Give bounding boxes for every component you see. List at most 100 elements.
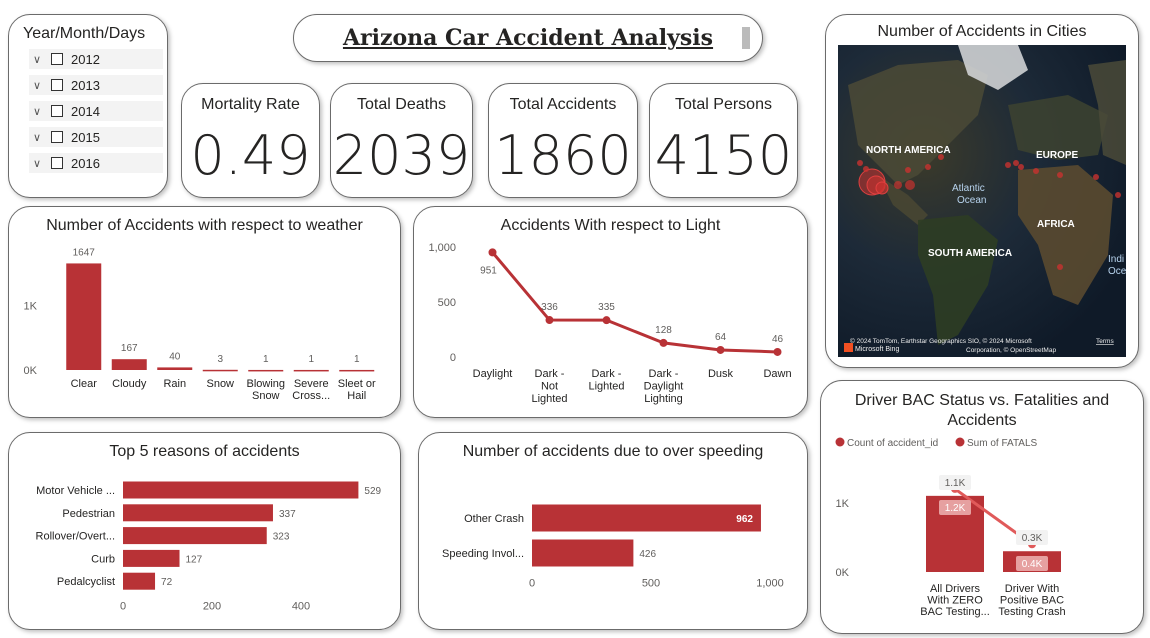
x-tick-label: Cloudy xyxy=(112,378,147,390)
map-label: Atlantic xyxy=(952,183,985,194)
bar[interactable] xyxy=(123,549,180,567)
land-africa xyxy=(1018,165,1113,305)
x-tick-label: Positive BAC xyxy=(1000,595,1064,607)
chevron-down-icon[interactable]: ∨ xyxy=(32,53,42,66)
y-tick-label: 500 xyxy=(438,297,456,309)
legend-marker[interactable] xyxy=(955,437,965,447)
line-point[interactable] xyxy=(602,316,611,325)
data-label: 167 xyxy=(121,343,138,354)
chevron-down-icon[interactable]: ∨ xyxy=(32,157,42,170)
map-bubble[interactable] xyxy=(905,180,915,190)
data-label-bg[interactable] xyxy=(1016,556,1048,571)
land-europe xyxy=(1008,95,1108,160)
data-label: 337 xyxy=(279,509,296,520)
map-bubble[interactable] xyxy=(875,181,889,195)
y-tick-label: Curb xyxy=(91,553,115,565)
bar[interactable] xyxy=(293,369,329,372)
map-bubble[interactable] xyxy=(1093,174,1099,180)
checkbox[interactable] xyxy=(51,131,63,143)
bar[interactable] xyxy=(202,369,238,372)
bar[interactable] xyxy=(157,367,193,370)
reasons-chart-card: Top 5 reasons of accidents Motor Vehicle… xyxy=(8,432,401,630)
line-point[interactable] xyxy=(773,347,782,356)
x-tick-label: 500 xyxy=(642,578,660,590)
bar[interactable] xyxy=(123,504,273,522)
bac-title-line: Driver BAC Status vs. Fatalities and xyxy=(854,392,1110,409)
map-terms-link[interactable]: Terms xyxy=(1096,338,1114,345)
data-label-bg[interactable] xyxy=(939,500,971,515)
chevron-down-icon[interactable]: ∨ xyxy=(32,79,42,92)
bar[interactable] xyxy=(532,504,761,532)
bar[interactable] xyxy=(123,527,267,545)
slicer-title: Year/Month/Days xyxy=(23,25,146,42)
map-label: EUROPE xyxy=(1036,150,1079,161)
data-label: 1 xyxy=(263,354,269,365)
kpi-total-deaths: Total Deaths 2039 xyxy=(330,83,473,198)
x-tick-label: Driver With xyxy=(1005,583,1059,595)
map-bubble[interactable] xyxy=(1013,160,1019,166)
data-label: 336 xyxy=(541,302,558,313)
slicer-item-label: 2013 xyxy=(71,77,100,93)
speeding-chart-title: Number of accidents due to over speeding xyxy=(462,443,764,460)
bar[interactable] xyxy=(111,359,147,370)
data-label: 529 xyxy=(364,486,381,497)
data-label: 46 xyxy=(772,334,784,345)
data-label-bg[interactable] xyxy=(1016,530,1048,545)
x-tick-label: Severe xyxy=(294,378,329,390)
slicer-item-2014[interactable]: ∨ 2014 xyxy=(29,101,163,121)
x-tick-label: 0 xyxy=(120,601,126,613)
slicer-item-2012[interactable]: ∨ 2012 xyxy=(29,49,163,69)
land-greenland xyxy=(958,45,1028,90)
legend-marker[interactable] xyxy=(835,437,845,447)
y-tick-label: Rollover/Overt... xyxy=(36,531,115,543)
map-bubble[interactable] xyxy=(863,166,869,172)
bac-combo-chart: Count of accident_id Sum of FATALS 0K 1K 1.1… xyxy=(835,437,1066,618)
slicer-item-2016[interactable]: ∨ 2016 xyxy=(29,153,163,173)
line-point[interactable] xyxy=(488,248,497,257)
slicer-item-2013[interactable]: ∨ 2013 xyxy=(29,75,163,95)
data-label: 0.3K xyxy=(1022,533,1043,544)
checkbox[interactable] xyxy=(51,157,63,169)
kpi-label: Total Persons xyxy=(675,96,772,113)
map-bubble[interactable] xyxy=(1115,192,1121,198)
x-tick-label: Daylight xyxy=(473,368,513,380)
bar[interactable] xyxy=(66,263,102,370)
line-point[interactable] xyxy=(659,338,668,347)
scrollbar[interactable] xyxy=(742,27,750,49)
map-bubble[interactable] xyxy=(1005,162,1011,168)
chevron-down-icon[interactable]: ∨ xyxy=(32,105,42,118)
checkbox[interactable] xyxy=(51,79,63,91)
map-bubble[interactable] xyxy=(938,154,944,160)
slicer-item-2015[interactable]: ∨ 2015 xyxy=(29,127,163,147)
bar[interactable] xyxy=(123,481,359,499)
x-tick-label: Dark - xyxy=(592,368,622,380)
x-tick-label: Lighted xyxy=(531,393,567,405)
y-tick-label: 1K xyxy=(836,498,850,510)
land-north-america xyxy=(848,60,988,185)
bar[interactable] xyxy=(532,539,634,567)
x-tick-label: All Drivers xyxy=(930,583,981,595)
bar[interactable] xyxy=(123,572,156,590)
chevron-down-icon[interactable]: ∨ xyxy=(32,131,42,144)
accident-map[interactable]: NORTH AMERICA EUROPE Atlantic Ocean AFRI… xyxy=(838,45,1126,357)
bac-chart-title: Driver BAC Status vs. Fatalities and Acc… xyxy=(821,391,1143,431)
line-point[interactable] xyxy=(545,316,554,325)
checkbox[interactable] xyxy=(51,53,63,65)
data-label-bg[interactable] xyxy=(939,475,971,490)
y-tick-label: Pedestrian xyxy=(62,508,115,520)
line-point[interactable] xyxy=(716,345,725,354)
map-bubble[interactable] xyxy=(857,160,863,166)
map-bubble[interactable] xyxy=(1057,264,1063,270)
map-bubble[interactable] xyxy=(905,167,911,173)
weather-chart-card: Number of Accidents with respect to weat… xyxy=(8,206,401,418)
checkbox[interactable] xyxy=(51,105,63,117)
map-bubble[interactable] xyxy=(1057,172,1063,178)
map-bubble[interactable] xyxy=(1018,164,1024,170)
bar[interactable] xyxy=(248,369,284,372)
bar[interactable] xyxy=(339,369,375,372)
weather-chart-title: Number of Accidents with respect to weat… xyxy=(46,217,363,234)
map-bubble[interactable] xyxy=(894,181,902,189)
map-bubble[interactable] xyxy=(925,164,931,170)
map-bubble[interactable] xyxy=(1033,168,1039,174)
